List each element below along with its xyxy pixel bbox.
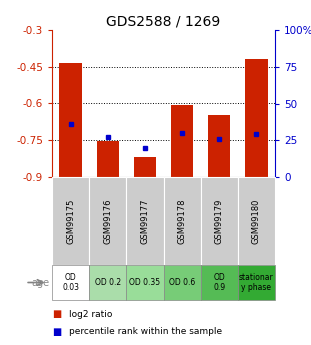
Bar [52,265,89,300]
Bar [238,265,275,300]
Text: ■: ■ [52,309,61,319]
Text: OD 0.2: OD 0.2 [95,278,121,287]
Text: percentile rank within the sample: percentile rank within the sample [69,327,222,336]
Text: GSM99175: GSM99175 [66,198,75,244]
Bar [89,265,126,300]
Bar [134,157,156,177]
Text: OD
0.9: OD 0.9 [213,273,225,292]
Bar [164,177,201,265]
Bar [59,63,82,177]
Text: GSM99177: GSM99177 [141,198,149,244]
Bar [126,177,164,265]
Text: log2 ratio: log2 ratio [69,310,113,319]
Bar [52,177,89,265]
Text: GSM99176: GSM99176 [103,198,112,244]
Bar [164,265,201,300]
Text: age: age [32,277,50,287]
Text: OD 0.35: OD 0.35 [129,278,160,287]
Bar [201,265,238,300]
Bar [171,105,193,177]
Bar [208,115,230,177]
Title: GDS2588 / 1269: GDS2588 / 1269 [106,15,220,29]
Text: stationar
y phase: stationar y phase [239,273,274,292]
Text: OD 0.6: OD 0.6 [169,278,195,287]
Text: GSM99178: GSM99178 [178,198,187,244]
Bar [238,177,275,265]
Bar [97,141,119,177]
Text: ■: ■ [52,326,61,336]
Text: OD
0.03: OD 0.03 [62,273,79,292]
Bar [201,177,238,265]
Text: GSM99180: GSM99180 [252,198,261,244]
Text: GSM99179: GSM99179 [215,198,224,244]
Bar [245,59,267,177]
Bar [126,265,164,300]
Bar [89,177,126,265]
